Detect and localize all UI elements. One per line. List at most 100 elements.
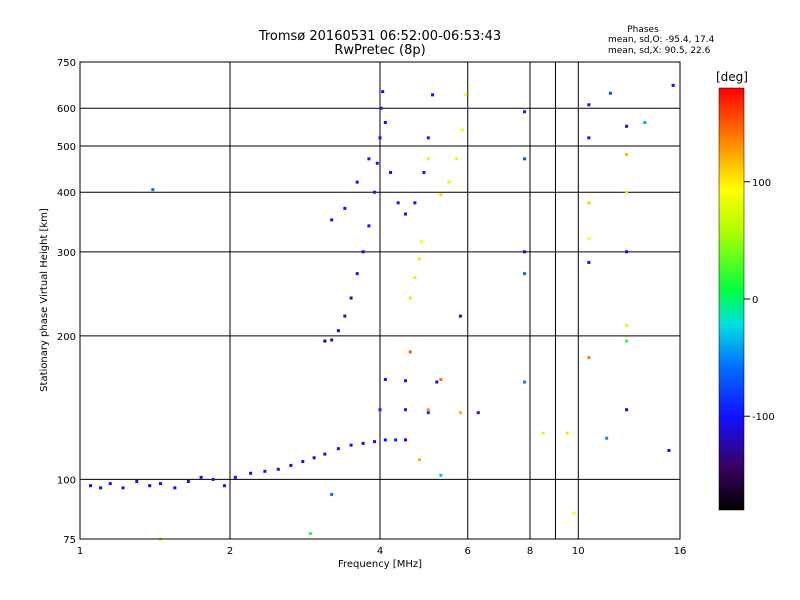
data-point-o — [312, 456, 316, 460]
data-point-o — [158, 482, 162, 486]
data-point-stray — [523, 157, 527, 161]
data-point-o — [413, 201, 417, 205]
data-point-o — [323, 339, 327, 343]
data-point-o — [431, 93, 435, 97]
data-point-o — [587, 103, 591, 107]
data-point-x — [458, 411, 462, 415]
data-point-o — [435, 380, 439, 384]
data-point-x — [426, 157, 430, 161]
data-point-o — [389, 170, 393, 174]
data-point-stray — [308, 532, 312, 536]
data-point-o — [378, 136, 382, 140]
data-point-o — [378, 408, 382, 412]
data-point-x — [420, 240, 424, 244]
y-tick-label: 100 — [57, 475, 76, 486]
data-point-o — [403, 408, 407, 412]
stats-heading: Phases — [627, 25, 659, 35]
data-point-x — [572, 511, 576, 515]
data-point-o — [263, 469, 267, 473]
data-point-o — [121, 486, 125, 490]
data-point-o — [233, 475, 237, 479]
data-point-o — [211, 477, 215, 481]
data-point-o — [249, 471, 253, 475]
data-point-o — [323, 452, 327, 456]
y-tick-label: 750 — [57, 58, 76, 69]
data-point-o — [367, 157, 371, 161]
data-point-x — [565, 431, 569, 435]
data-point-o — [671, 83, 675, 87]
data-point-o — [289, 463, 293, 467]
data-point-o — [99, 486, 103, 490]
data-point-o — [587, 260, 591, 264]
data-point-o — [667, 448, 671, 452]
data-point-o — [476, 411, 480, 415]
x-tick-label: 10 — [572, 546, 585, 557]
data-point-stray — [439, 473, 443, 477]
data-point-x — [408, 350, 412, 354]
data-point-o — [349, 296, 353, 300]
colorbar-tick-label: -100 — [752, 412, 775, 423]
data-point-o — [301, 460, 305, 464]
data-point-o — [148, 484, 152, 488]
x-tick-label: 1 — [77, 546, 83, 557]
data-point-o — [336, 329, 340, 333]
data-point-stray — [625, 339, 629, 343]
data-point-stray — [643, 121, 647, 125]
data-point-stray — [330, 492, 334, 496]
data-point-o — [625, 408, 629, 412]
colorbar-label: [deg] — [716, 70, 748, 84]
data-point-o — [373, 190, 377, 194]
data-point-o — [173, 486, 177, 490]
data-point-o — [330, 218, 334, 222]
data-point-x — [439, 193, 443, 197]
data-point-x — [541, 431, 545, 435]
y-tick-label: 500 — [57, 142, 76, 153]
data-point-x — [408, 296, 412, 300]
data-point-o — [343, 314, 347, 318]
data-point-x — [464, 93, 468, 97]
data-point-o — [361, 250, 365, 254]
colorbar — [718, 87, 745, 511]
data-point-o — [108, 482, 112, 486]
data-point-x — [447, 180, 451, 184]
data-point-o — [355, 180, 359, 184]
data-point-x — [417, 458, 421, 462]
data-point-o — [373, 440, 377, 444]
data-point-o — [523, 110, 527, 114]
data-point-x — [587, 236, 591, 240]
data-point-o — [403, 212, 407, 216]
plot-frame — [79, 61, 681, 540]
data-point-o — [135, 479, 139, 483]
x-tick-label: 4 — [377, 546, 383, 557]
x-tick-label: 8 — [527, 546, 533, 557]
y-tick-label: 300 — [57, 248, 76, 259]
data-point-x — [625, 152, 629, 156]
y-axis-ticks: 75 100 200 300 400 500 600 750 — [57, 58, 76, 546]
x-axis-ticks: 1 2 4 6 8 10 16 — [77, 546, 687, 557]
data-point-o — [396, 201, 400, 205]
data-point-x — [587, 356, 591, 360]
data-point-o — [523, 250, 527, 254]
data-point-x — [625, 324, 629, 328]
data-point-o — [403, 438, 407, 442]
data-point-x — [455, 157, 459, 161]
colorbar-tick-label: 0 — [752, 295, 758, 306]
chart-subtitle: RwPretec (8p) — [334, 43, 425, 58]
data-point-o — [383, 377, 387, 381]
grid-lines — [80, 62, 680, 539]
stats-line-o: mean, sd,O: -95.4, 17.4 — [608, 35, 715, 45]
data-point-o — [276, 467, 280, 471]
data-point-stray — [151, 188, 155, 192]
data-points — [89, 83, 675, 541]
data-point-o — [422, 170, 426, 174]
data-point-o — [394, 438, 398, 442]
x-axis-label: Frequency [MHz] — [338, 559, 422, 570]
x-tick-label: 2 — [227, 546, 233, 557]
y-axis-label: Stationary phase Virtual Height [km] — [39, 208, 50, 392]
data-point-o — [458, 314, 462, 318]
data-point-x — [439, 377, 443, 381]
data-point-stray — [605, 436, 609, 440]
data-point-x — [587, 201, 591, 205]
data-point-o — [199, 475, 203, 479]
data-point-o — [223, 484, 227, 488]
